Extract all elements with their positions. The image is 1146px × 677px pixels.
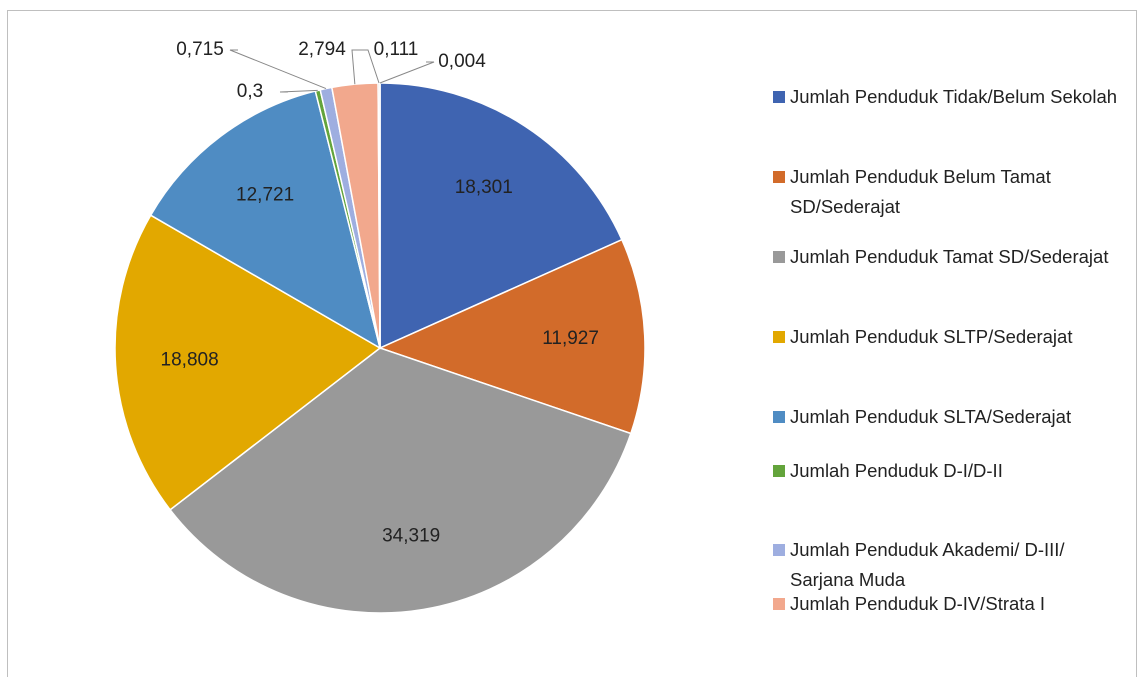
legend-label: Jumlah Penduduk Belum Tamat SD/Sederajat — [790, 166, 1051, 217]
data-label: 0,3 — [237, 81, 263, 102]
pie-slice — [379, 82, 623, 350]
legend-label: Jumlah Penduduk D-IV/Strata I — [790, 593, 1046, 614]
leader-line — [351, 49, 360, 85]
legend-swatch — [773, 465, 785, 477]
chart-frame — [7, 10, 1137, 677]
data-label: 34,319 — [382, 525, 440, 546]
legend-swatch — [773, 91, 785, 103]
leader-line — [229, 49, 327, 90]
data-label: 0,111 — [374, 39, 419, 60]
legend-entry: Jumlah Penduduk SLTA/Sederajat — [770, 402, 1130, 432]
legend-entry: Jumlah Penduduk Akademi/ D-III/ Sarjana … — [770, 535, 1130, 595]
legend-swatch — [773, 411, 785, 423]
legend-entry: Jumlah Penduduk Tidak/Belum Sekolah — [770, 82, 1130, 112]
legend-entry: Jumlah Penduduk Tamat SD/Sederajat — [770, 242, 1130, 272]
data-label: 0,004 — [438, 51, 486, 72]
legend-label: Jumlah Penduduk Tidak/Belum Sekolah — [790, 86, 1118, 107]
pie-slice — [377, 238, 646, 435]
legend-swatch — [773, 544, 785, 556]
legend-entry: Jumlah Penduduk D-I/D-II — [770, 456, 1130, 486]
legend-label: Jumlah Penduduk Tamat SD/Sederajat — [790, 246, 1109, 267]
data-label: 2,794 — [298, 39, 346, 60]
data-label: 18,808 — [161, 350, 219, 371]
pie-slice — [149, 90, 382, 350]
data-label: 18,301 — [455, 177, 513, 198]
data-label: 11,927 — [542, 328, 599, 349]
legend-swatch — [773, 598, 785, 610]
legend-entry: Jumlah Penduduk Belum Tamat SD/Sederajat — [770, 162, 1130, 222]
legend-swatch — [773, 251, 785, 263]
legend-swatch — [773, 331, 785, 343]
legend-label: Jumlah Penduduk D-I/D-II — [790, 460, 1003, 481]
legend-entry: Jumlah Penduduk D-IV/Strata I — [770, 589, 1130, 619]
leader-line — [360, 49, 380, 84]
legend-label: Jumlah Penduduk SLTA/Sederajat — [790, 406, 1072, 427]
legend-label: Jumlah Penduduk SLTP/Sederajat — [790, 326, 1073, 347]
legend-label: Jumlah Penduduk Akademi/ D-III/ Sarjana … — [790, 539, 1065, 590]
pie-slice — [114, 214, 382, 511]
legend-entry: Jumlah Penduduk SLTP/Sederajat — [770, 322, 1130, 352]
pie-slice — [169, 347, 632, 614]
pie-area: 18,301 11,927 34,319 18,808 12,721 0,3 0,715 2,… — [114, 39, 646, 614]
leader-line — [279, 89, 318, 93]
data-label: 12,721 — [236, 185, 294, 206]
leader-line — [379, 61, 435, 84]
legend-swatch — [773, 171, 785, 183]
data-label: 0,715 — [176, 39, 224, 60]
